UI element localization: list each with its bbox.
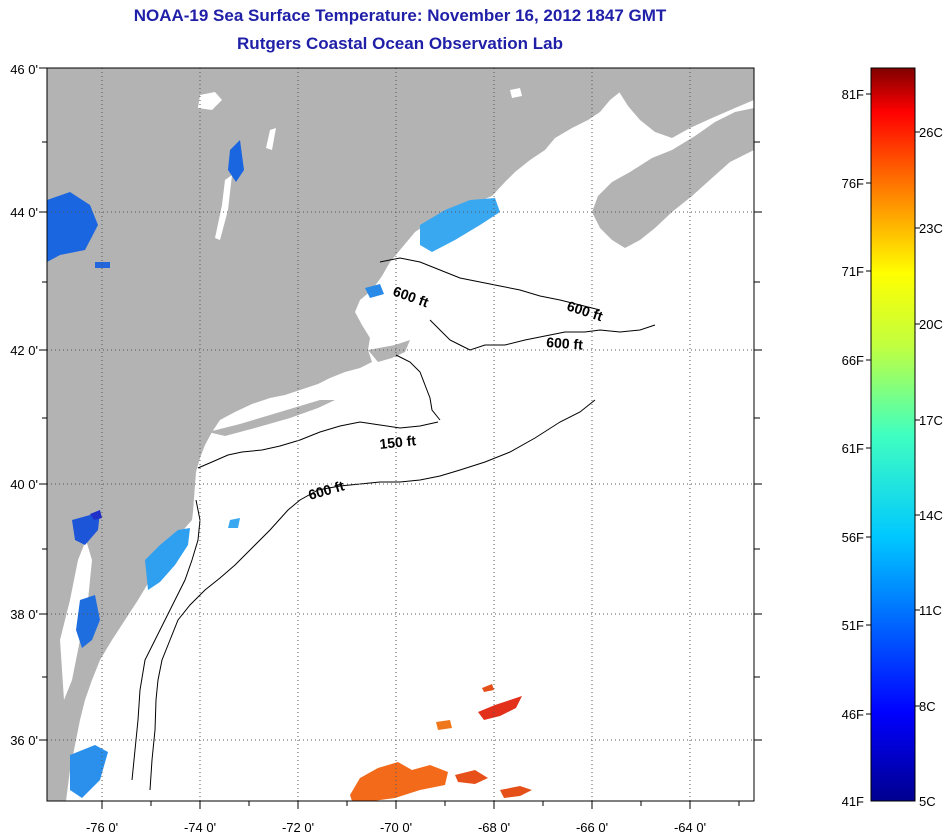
colorbar-label-c: 14C bbox=[919, 508, 943, 523]
lat-label: 38 0' bbox=[10, 607, 38, 622]
lat-label: 40 0' bbox=[10, 477, 38, 492]
lon-label: -72 0' bbox=[282, 820, 314, 835]
land-new-brunswick bbox=[610, 68, 754, 138]
colorbar-label-c: 11C bbox=[919, 603, 942, 618]
sst-patches-warm bbox=[350, 684, 532, 801]
land-us-mainland bbox=[47, 68, 650, 801]
lat-label: 46 0' bbox=[10, 62, 38, 77]
contour-label: 150 ft bbox=[379, 432, 417, 452]
lon-label: -64 0' bbox=[674, 820, 706, 835]
land-long-island bbox=[208, 400, 335, 436]
lon-label: -68 0' bbox=[478, 820, 510, 835]
colorbar-label-c: 17C bbox=[919, 413, 943, 428]
colorbar-label-c: 8C bbox=[919, 699, 936, 714]
map-frame bbox=[46, 67, 755, 802]
colorbar-label-c: 26C bbox=[919, 125, 943, 140]
colorbar-label-f: 41F bbox=[842, 794, 864, 809]
lat-label: 44 0' bbox=[10, 205, 38, 220]
colorbar-label-c: 20C bbox=[919, 317, 943, 332]
colorbar-label-c: 23C bbox=[919, 221, 943, 236]
colorbar-label-c: 5C bbox=[919, 794, 936, 809]
lon-label: -76 0' bbox=[86, 820, 118, 835]
colorbar-label-f: 76F bbox=[842, 176, 864, 191]
land-nova-scotia bbox=[592, 108, 754, 248]
colorbar-label-f: 61F bbox=[842, 441, 864, 456]
land-cape-cod bbox=[368, 340, 410, 362]
lat-label: 42 0' bbox=[10, 343, 38, 358]
sst-patches-cold bbox=[47, 140, 500, 798]
colorbar-label-f: 56F bbox=[842, 530, 864, 545]
colorbar-label-f: 46F bbox=[842, 707, 864, 722]
lon-label: -66 0' bbox=[576, 820, 608, 835]
bathymetry-contours bbox=[131, 257, 656, 791]
contour-label: 600 ft bbox=[546, 334, 584, 353]
map-subtitle: Rutgers Coastal Ocean Observation Lab bbox=[237, 34, 563, 53]
inland-water bbox=[60, 88, 522, 801]
lon-label: -70 0' bbox=[380, 820, 412, 835]
axis-ticks bbox=[39, 67, 762, 809]
colorbar-label-f: 71F bbox=[842, 264, 864, 279]
colorbar-label-f: 66F bbox=[842, 353, 864, 368]
lat-label: 36 0' bbox=[10, 733, 38, 748]
colorbar-ticks bbox=[866, 93, 920, 715]
lon-label: -74 0' bbox=[184, 820, 216, 835]
map-title: NOAA-19 Sea Surface Temperature: Novembe… bbox=[133, 6, 667, 25]
temperature-colorbar bbox=[870, 67, 916, 802]
colorbar-label-f: 51F bbox=[842, 618, 864, 633]
colorbar-label-f: 81F bbox=[842, 87, 864, 102]
